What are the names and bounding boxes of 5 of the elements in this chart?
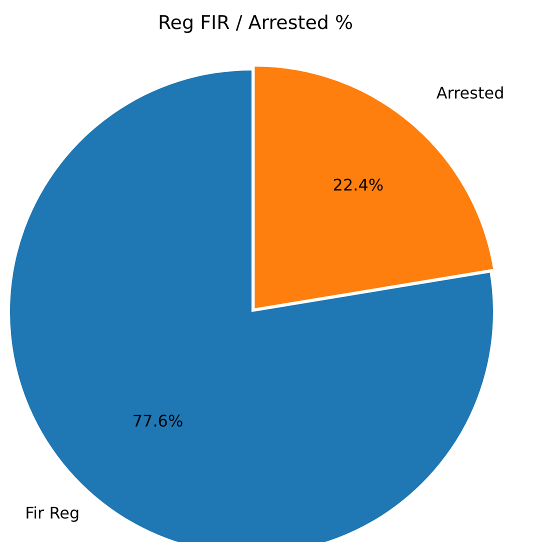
data-label: 77.6% <box>132 412 184 431</box>
slice-label: Fir Reg <box>25 504 80 523</box>
data-label: 22.4% <box>332 175 384 194</box>
slice-label: Arrested <box>436 83 504 102</box>
chart-title: Reg FIR / Arrested % <box>158 12 354 34</box>
